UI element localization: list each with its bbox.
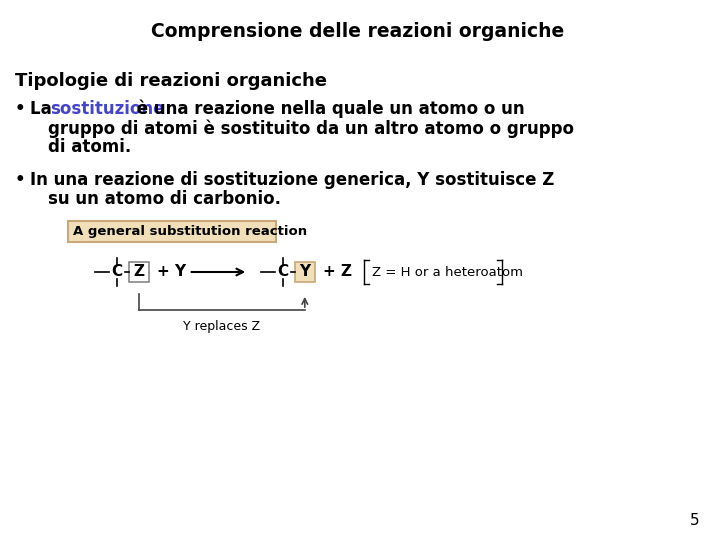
Text: Comprensione delle reazioni organiche: Comprensione delle reazioni organiche <box>150 22 564 41</box>
Text: Z: Z <box>133 265 145 280</box>
Text: Y replaces Z: Y replaces Z <box>184 320 261 333</box>
Text: gruppo di atomi è sostituito da un altro atomo o gruppo: gruppo di atomi è sostituito da un altro… <box>48 119 574 138</box>
Bar <box>295 262 315 282</box>
Text: In una reazione di sostituzione generica, Y sostituisce Z: In una reazione di sostituzione generica… <box>30 171 554 189</box>
Text: sostituzione: sostituzione <box>50 100 165 118</box>
Text: Z = H or a heteroatom: Z = H or a heteroatom <box>372 266 523 279</box>
Text: A general substitution reaction: A general substitution reaction <box>73 225 307 238</box>
Text: La: La <box>30 100 58 118</box>
Text: C: C <box>112 265 122 280</box>
Bar <box>68 221 276 242</box>
Text: di atomi.: di atomi. <box>48 138 131 156</box>
Text: + Z: + Z <box>323 265 351 280</box>
Text: è una reazione nella quale un atomo o un: è una reazione nella quale un atomo o un <box>131 100 525 118</box>
Text: 5: 5 <box>690 513 700 528</box>
Text: su un atomo di carbonio.: su un atomo di carbonio. <box>48 190 281 208</box>
Bar <box>129 262 149 282</box>
Text: C: C <box>277 265 289 280</box>
Text: •: • <box>15 171 25 189</box>
Text: Tipologie di reazioni organiche: Tipologie di reazioni organiche <box>15 72 327 90</box>
Text: •: • <box>15 100 25 118</box>
Text: Y: Y <box>300 265 310 280</box>
Text: + Y: + Y <box>157 265 186 280</box>
